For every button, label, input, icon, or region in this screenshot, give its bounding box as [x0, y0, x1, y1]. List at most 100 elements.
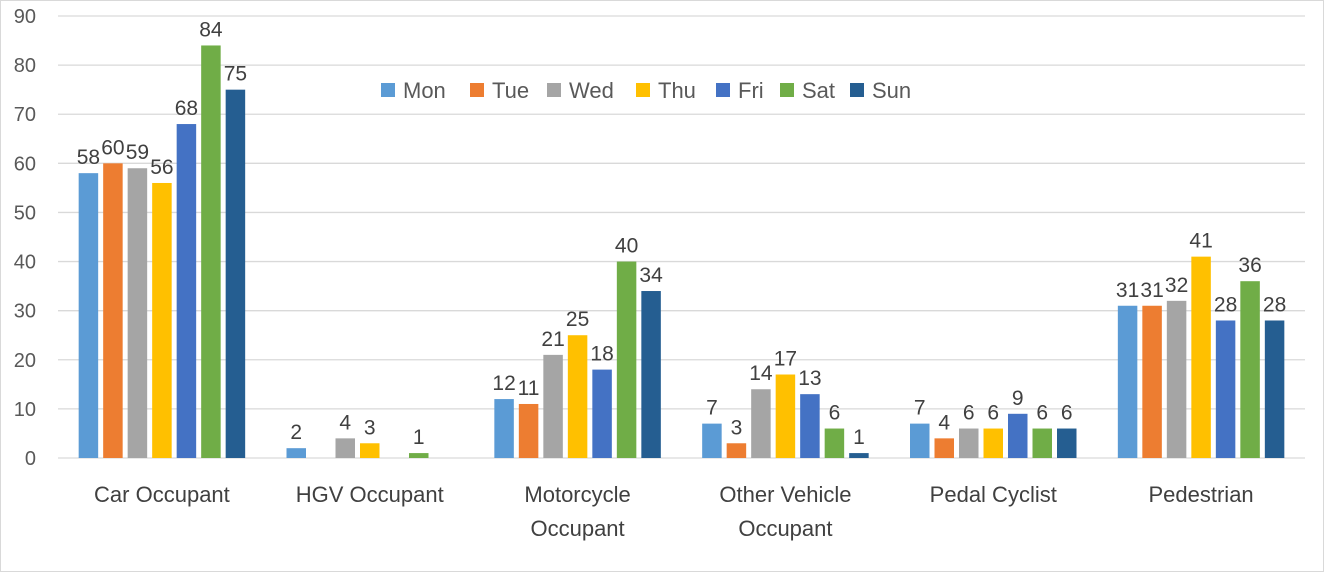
y-tick-label: 90	[14, 6, 36, 28]
data-label: 41	[1189, 230, 1212, 253]
bar-sat-1	[409, 453, 429, 458]
bar-fri-0	[176, 124, 197, 459]
bar-sat-4	[1032, 428, 1052, 458]
bar-sun-2	[641, 291, 661, 458]
y-tick-label: 80	[14, 55, 36, 77]
bar-thu-0	[152, 182, 172, 458]
data-label: 4	[938, 411, 950, 434]
bar-sun-5	[1264, 320, 1285, 458]
category-label: Pedal Cyclist	[930, 482, 1057, 507]
data-label: 6	[1061, 402, 1073, 425]
data-label: 3	[364, 416, 376, 439]
bar-tue-3	[726, 443, 747, 458]
legend: Mon Tue Wed Thu Fri Sat Sun	[381, 78, 911, 103]
data-label: 75	[224, 63, 247, 86]
data-label: 60	[101, 136, 124, 159]
bar-wed-4	[959, 428, 979, 458]
y-tick-label: 0	[25, 448, 36, 470]
data-label: 34	[639, 264, 663, 287]
data-label: 31	[1140, 279, 1163, 302]
y-tick-label: 10	[14, 399, 36, 421]
data-label: 84	[199, 18, 223, 41]
y-tick-label: 50	[14, 202, 36, 224]
legend-swatch-wed	[547, 83, 561, 97]
y-tick-label: 30	[14, 301, 36, 323]
data-label: 13	[798, 367, 821, 390]
bar-tue-2	[518, 403, 539, 458]
gridlines	[58, 15, 1305, 459]
bar-thu-1	[360, 443, 380, 458]
data-label: 6	[829, 402, 841, 425]
bar-sat-3	[824, 428, 845, 458]
data-label: 68	[175, 97, 198, 120]
data-label: 7	[914, 397, 926, 420]
legend-label-tue: Tue	[492, 78, 529, 103]
bar-fri-4	[1008, 413, 1028, 458]
legend-swatch-tue	[470, 83, 484, 97]
bar-mon-2	[494, 399, 514, 458]
y-tick-label: 70	[14, 104, 36, 126]
y-tick-label: 60	[14, 153, 36, 175]
bar-sat-2	[616, 261, 637, 458]
data-label: 25	[566, 308, 589, 331]
bar-mon-0	[78, 173, 99, 458]
data-label: 31	[1116, 279, 1139, 302]
category-label: Other Vehicle	[719, 482, 851, 507]
bar-sun-0	[225, 89, 246, 459]
data-label: 1	[853, 426, 865, 449]
legend-swatch-sat	[780, 83, 794, 97]
bar-mon-5	[1117, 305, 1138, 458]
data-label: 3	[731, 416, 743, 439]
bar-sat-5	[1240, 281, 1260, 458]
bar-sat-0	[201, 45, 221, 458]
legend-label-sat: Sat	[802, 78, 835, 103]
data-label: 4	[339, 411, 351, 434]
bar-tue-0	[103, 163, 123, 459]
bar-thu-5	[1191, 256, 1211, 458]
bar-mon-1	[286, 448, 306, 458]
data-label: 59	[126, 141, 149, 164]
legend-swatch-mon	[381, 83, 395, 97]
legend-swatch-fri	[716, 83, 730, 97]
legend-label-fri: Fri	[738, 78, 764, 103]
data-label: 9	[1012, 387, 1024, 410]
bar-fri-3	[800, 394, 820, 458]
data-label: 1	[413, 426, 425, 449]
data-label: 58	[77, 146, 100, 169]
y-tick-label: 40	[14, 252, 36, 274]
data-label: 56	[150, 156, 173, 179]
data-label: 11	[518, 377, 540, 400]
bar-tue-4	[934, 438, 954, 458]
bar-wed-3	[751, 389, 771, 458]
data-label: 12	[492, 372, 515, 395]
legend-swatch-thu	[636, 83, 650, 97]
bar-wed-2	[543, 354, 563, 458]
bar-thu-3	[775, 374, 796, 458]
category-label: Occupant	[738, 516, 832, 541]
bar-wed-5	[1166, 300, 1187, 458]
bars	[78, 45, 1285, 459]
bar-fri-5	[1215, 320, 1236, 458]
legend-label-mon: Mon	[403, 78, 446, 103]
data-label: 28	[1263, 293, 1286, 316]
data-label: 2	[290, 421, 302, 444]
category-label: Motorcycle	[524, 482, 630, 507]
bar-wed-0	[127, 168, 148, 458]
legend-label-wed: Wed	[569, 78, 614, 103]
data-label: 6	[963, 402, 975, 425]
bar-sun-3	[849, 453, 869, 458]
data-label: 6	[1036, 402, 1048, 425]
data-label: 36	[1238, 254, 1261, 277]
bar-mon-3	[702, 423, 722, 458]
x-axis-categories: Car Occupant HGV Occupant Motorcycle Occupa…	[94, 482, 1254, 541]
bar-wed-1	[335, 438, 355, 458]
bar-tue-5	[1142, 305, 1162, 458]
y-tick-label: 20	[14, 350, 36, 372]
bar-mon-4	[910, 423, 930, 458]
data-label: 14	[749, 362, 773, 385]
data-label: 40	[615, 235, 638, 258]
category-label: HGV Occupant	[296, 482, 444, 507]
